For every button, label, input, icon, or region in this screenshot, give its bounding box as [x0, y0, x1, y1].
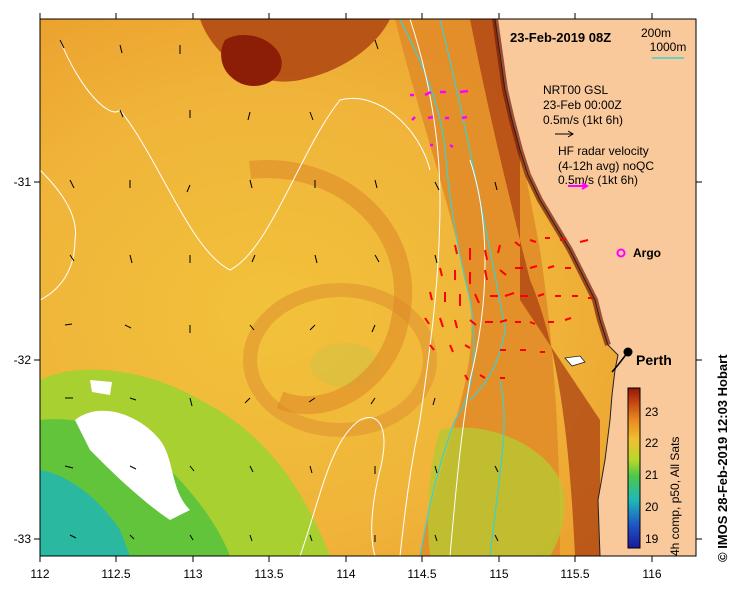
- y-tick-label: -31: [14, 175, 32, 189]
- x-tick-label: 112: [30, 567, 49, 581]
- island: [564, 355, 586, 367]
- hf-legend-line3: 0.5m/s (1kt 6h): [558, 173, 638, 187]
- y-tick-label: -32: [14, 353, 32, 367]
- hf-legend-arrow: [568, 182, 589, 190]
- contour-legend-200m: 200m: [641, 26, 671, 40]
- perth-line: [611, 351, 629, 373]
- contour-white-north: [59, 39, 121, 113]
- contour-200m-b: [439, 19, 506, 401]
- perth-label: Perth: [636, 352, 672, 368]
- green-patch-east: [428, 427, 565, 556]
- coolest-water: [40, 470, 130, 556]
- gsl-vectors: [59, 39, 499, 542]
- contour-white-south: [299, 417, 385, 556]
- eddy-outer: [243, 283, 437, 437]
- coastal-warm-strip: [470, 19, 600, 556]
- gsl-legend-line2: 23-Feb 00:00Z: [543, 98, 622, 112]
- hf-legend-line2: (4-12h avg) noQC: [558, 159, 654, 173]
- x-tick-label: 115: [489, 567, 508, 581]
- colorbar-tick: 19: [645, 532, 659, 546]
- x-tick-label: 112.5: [101, 567, 130, 581]
- colorbar-ramp: [627, 387, 641, 549]
- map-area: [40, 19, 696, 556]
- contour-white-west: [40, 169, 77, 301]
- dark-warm-spot: [221, 35, 282, 86]
- argo-label: Argo: [633, 246, 661, 260]
- cloud-patch: [75, 410, 190, 520]
- contour-200m-d: [489, 379, 505, 556]
- x-tick-label: 113.5: [254, 567, 283, 581]
- map-border: [39, 18, 697, 557]
- gsl-legend-line3: 0.5m/s (1kt 6h): [543, 113, 623, 127]
- date-title: 23-Feb-2019 08Z: [510, 30, 611, 45]
- contour-1000m-b: [449, 159, 486, 556]
- hf-radar-vectors-magenta: [410, 89, 469, 149]
- colorbar-tick: 20: [645, 500, 659, 514]
- colorbar-tick: 23: [645, 405, 659, 419]
- contour-200m-c: [419, 419, 456, 556]
- contour-1000m-a: [399, 19, 441, 556]
- x-tick-label: 114.5: [407, 567, 436, 581]
- hf-legend-line1: HF radar velocity: [558, 144, 649, 158]
- x-tick-label: 116: [642, 567, 661, 581]
- y-tick-labels: -31 -32 -33: [14, 175, 32, 546]
- axis-ticks: [34, 13, 702, 562]
- coastline: [494, 19, 619, 556]
- colorbar: 23 22 21 20 19 4h comp, p50, All Sats: [627, 387, 682, 556]
- x-tick-label: 114: [336, 567, 355, 581]
- gsl-legend-arrow: [555, 130, 574, 138]
- x-tick-label: 115.5: [560, 567, 589, 581]
- colorbar-tick: 21: [645, 468, 659, 482]
- credit-text: © IMOS 28-Feb-2019 12:03 Hobart: [715, 354, 730, 562]
- colorbar-tick: 22: [645, 436, 659, 450]
- y-tick-label: -33: [14, 532, 32, 546]
- cloud-patch-small: [90, 380, 112, 395]
- argo-marker: [616, 248, 626, 258]
- colorbar-title: 4h comp, p50, All Sats: [668, 437, 682, 556]
- x-tick-label: 113: [183, 567, 202, 581]
- eddy-arm: [249, 160, 413, 415]
- land: [495, 19, 696, 556]
- vector-legend: NRT00 GSL 23-Feb 00:00Z 0.5m/s (1kt 6h) …: [543, 83, 654, 190]
- gsl-legend-line1: NRT00 GSL: [543, 83, 608, 97]
- contour-legend-1000m: 1000m: [650, 40, 687, 54]
- contour-white-mid: [119, 98, 431, 271]
- x-tick-labels: 112 112.5 113 113.5 114 114.5 115 115.5 …: [30, 567, 661, 581]
- hf-radar-vectors: [424, 237, 593, 381]
